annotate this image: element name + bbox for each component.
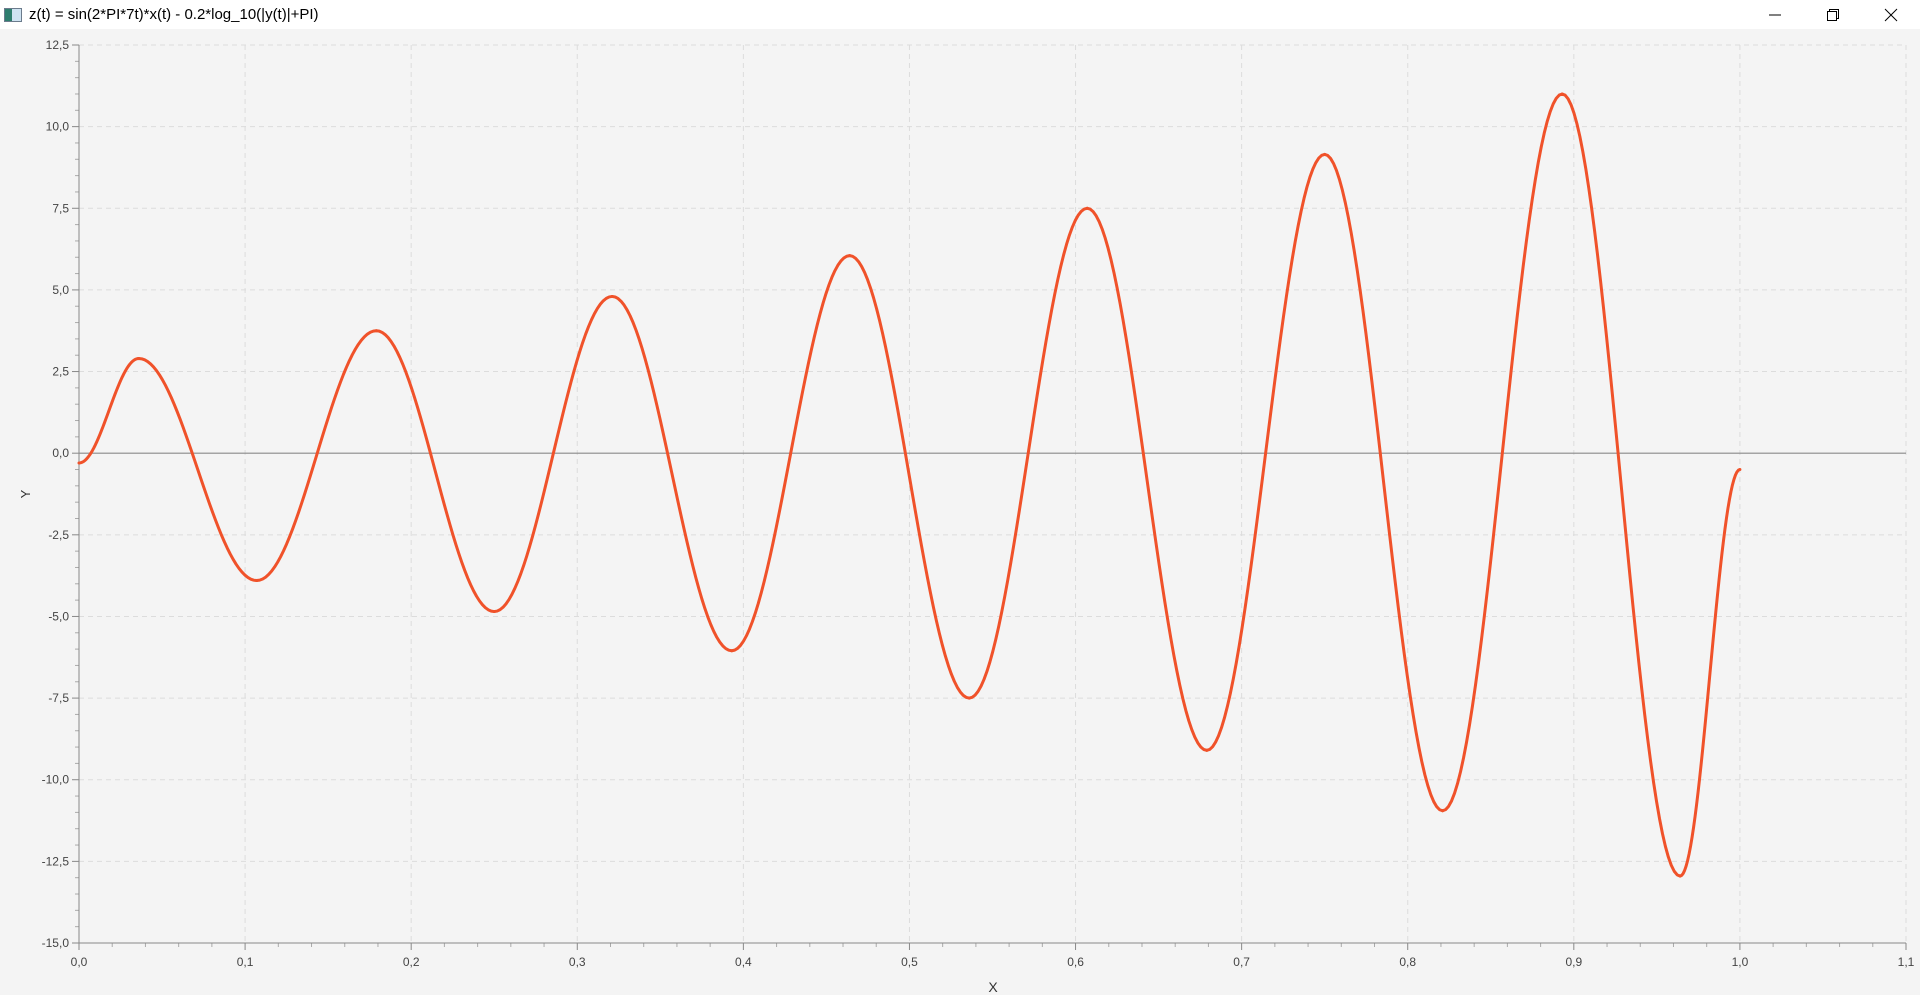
x-tick-label: 0,1 [237, 955, 254, 969]
x-tick-label: 0,9 [1565, 955, 1582, 969]
data-point [1738, 468, 1742, 472]
x-tick-label: 0,7 [1233, 955, 1250, 969]
minimize-button[interactable] [1746, 0, 1804, 29]
grid-lines [79, 44, 1907, 943]
restore-icon [1827, 8, 1839, 21]
data-point [137, 356, 141, 360]
y-tick-label: -7,5 [48, 691, 69, 705]
close-button[interactable] [1862, 0, 1920, 29]
data-point [730, 649, 734, 653]
x-tick-labels: 0,0 0,1 0,2 0,3 0,4 0,5 0,6 0,7 0,8 0,9 1,0 1,1 [71, 955, 1915, 969]
data-point [1678, 874, 1682, 878]
x-tick-label: 0,3 [569, 955, 586, 969]
y-axis-label: Y [18, 489, 33, 498]
data-point [848, 254, 852, 258]
y-tick-label: 0,0 [52, 446, 69, 460]
y-tick-label: -5,0 [48, 609, 69, 623]
x-tick-label: 1,1 [1898, 955, 1915, 969]
y-tick-label: 5,0 [52, 283, 69, 297]
x-tick-label: 0,2 [403, 955, 420, 969]
restore-button[interactable] [1804, 0, 1862, 29]
series-lines [77, 92, 1742, 878]
y-tick-label: -12,5 [42, 854, 70, 868]
data-point [374, 329, 378, 333]
window-titlebar: z(t) = sin(2*PI*7t)*x(t) - 0.2*log_10(|y… [0, 0, 1920, 29]
series-line-0 [78, 92, 1741, 878]
window-controls [1746, 0, 1920, 29]
line-chart: 0,0 0,1 0,2 0,3 0,4 0,5 0,6 0,7 0,8 0,9 1,0 1,1 12,… [18, 38, 1915, 995]
chart-area: 0,0 0,1 0,2 0,3 0,4 0,5 0,6 0,7 0,8 0,9 1,0 1,1 12,… [0, 29, 1920, 995]
y-tick-label: 10,0 [46, 120, 70, 134]
app-icon [4, 7, 22, 22]
x-tick-label: 0,4 [735, 955, 752, 969]
data-point [1323, 152, 1327, 156]
axes [72, 44, 1907, 950]
y-tick-label: -2,5 [48, 528, 69, 542]
close-icon [1884, 8, 1898, 21]
data-point [492, 610, 496, 614]
x-tick-label: 0,6 [1067, 955, 1084, 969]
y-tick-label: 12,5 [46, 38, 70, 52]
data-point [1560, 92, 1564, 96]
x-tick-label: 0,5 [901, 955, 918, 969]
data-point [1085, 206, 1089, 210]
x-tick-label: 0,8 [1399, 955, 1416, 969]
data-point [1205, 748, 1209, 752]
y-tick-label: -15,0 [42, 936, 70, 950]
data-point [255, 579, 259, 583]
y-tick-label: 7,5 [52, 201, 69, 215]
y-tick-label: -10,0 [42, 773, 70, 787]
x-axis-label: X [988, 979, 998, 995]
y-tick-labels: 12,5 10,0 7,5 5,0 2,5 0,0 -2,5 -5,0 -7,5 -10,0 -12… [42, 38, 70, 950]
data-point [77, 461, 81, 465]
x-tick-label: 0,0 [71, 955, 88, 969]
data-point [610, 294, 614, 298]
data-point [1441, 809, 1445, 813]
y-tick-label: 2,5 [52, 365, 69, 379]
x-tick-label: 1,0 [1732, 955, 1749, 969]
minimize-icon [1769, 14, 1781, 15]
window-title: z(t) = sin(2*PI*7t)*x(t) - 0.2*log_10(|y… [29, 6, 319, 23]
data-point [967, 696, 971, 700]
